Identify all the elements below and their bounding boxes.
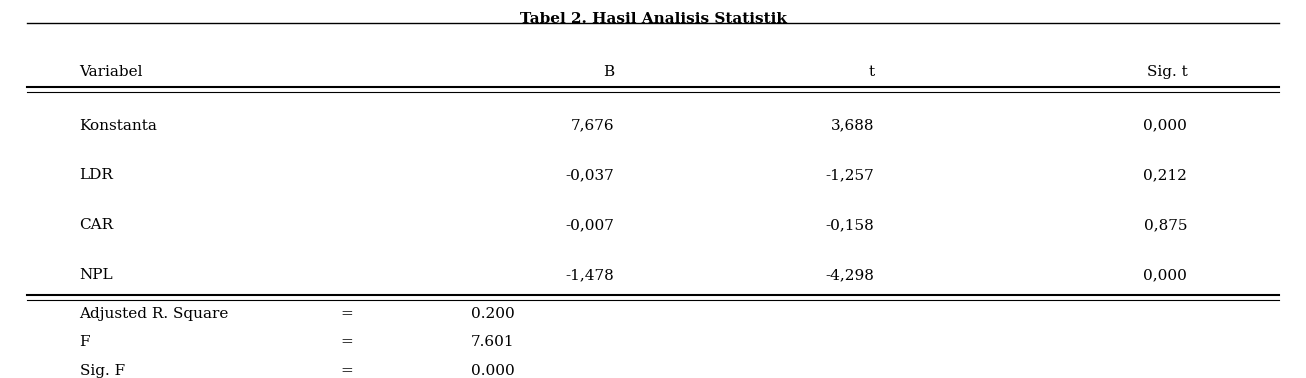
Text: =: = [341, 364, 353, 378]
Text: 7,676: 7,676 [571, 119, 614, 133]
Text: -1,257: -1,257 [825, 169, 875, 183]
Text: =: = [341, 307, 353, 321]
Text: B: B [603, 65, 614, 79]
Text: -0,037: -0,037 [565, 169, 614, 183]
Text: -1,478: -1,478 [565, 268, 614, 282]
Text: =: = [341, 335, 353, 350]
Text: Sig. F: Sig. F [80, 364, 124, 378]
Text: 0.200: 0.200 [470, 307, 515, 321]
Text: t: t [868, 65, 875, 79]
Text: NPL: NPL [80, 268, 114, 282]
Text: Tabel 2. Hasil Analisis Statistik: Tabel 2. Hasil Analisis Statistik [520, 12, 786, 26]
Text: 0,875: 0,875 [1144, 218, 1187, 232]
Text: Sig. t: Sig. t [1147, 65, 1187, 79]
Text: 7.601: 7.601 [470, 335, 515, 350]
Text: LDR: LDR [80, 169, 114, 183]
Text: Adjusted R. Square: Adjusted R. Square [80, 307, 229, 321]
Text: 0,212: 0,212 [1144, 169, 1187, 183]
Text: Variabel: Variabel [80, 65, 144, 79]
Text: 0,000: 0,000 [1144, 268, 1187, 282]
Text: 0,000: 0,000 [1144, 119, 1187, 133]
Text: 3,688: 3,688 [831, 119, 875, 133]
Text: CAR: CAR [80, 218, 114, 232]
Text: -0,158: -0,158 [825, 218, 875, 232]
Text: -4,298: -4,298 [825, 268, 875, 282]
Text: Konstanta: Konstanta [80, 119, 158, 133]
Text: 0.000: 0.000 [470, 364, 515, 378]
Text: -0,007: -0,007 [565, 218, 614, 232]
Text: F: F [80, 335, 90, 350]
